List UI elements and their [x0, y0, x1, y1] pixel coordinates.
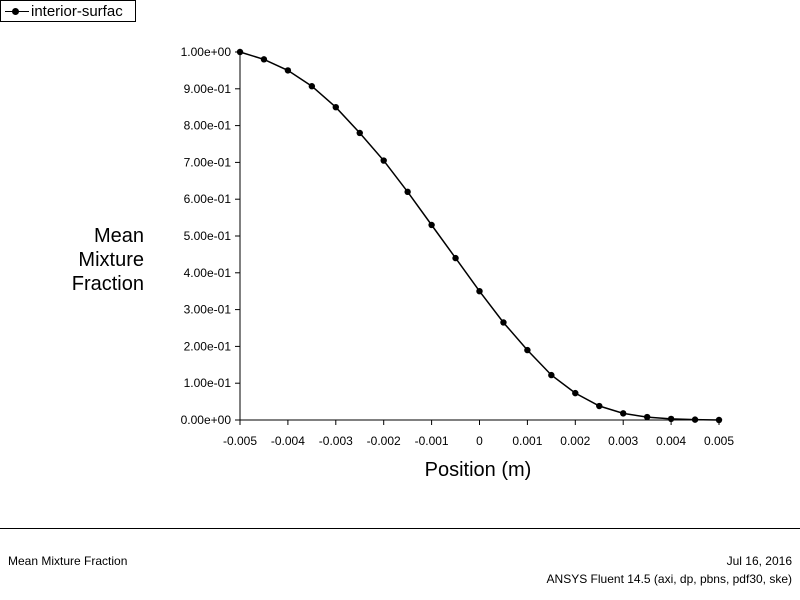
data-point — [548, 371, 555, 379]
data-point — [356, 129, 363, 137]
y-tick-label: 3.00e-01 — [184, 303, 232, 317]
y-tick-label: 0.00e+00 — [181, 413, 232, 427]
legend-marker-swatch — [12, 8, 19, 15]
data-point — [667, 415, 675, 423]
footer-panel: Mean Mixture Fraction Jul 16, 2016 ANSYS… — [0, 528, 800, 600]
x-tick-label: 0.004 — [656, 434, 686, 448]
data-point — [284, 67, 292, 74]
y-axis-label-line-2: Mixture — [78, 249, 144, 271]
x-ticks: -0.005 -0.004 -0.003 -0.002 -0.001 0 0.001 0.00… — [223, 420, 734, 448]
chart-axes — [239, 50, 719, 421]
x-tick-label: -0.002 — [367, 434, 401, 448]
y-ticks: 0.00e+00 1.00e-01 2.00e-01 3.00e-01 4.00e-01… — [181, 45, 240, 427]
x-tick-label: 0.001 — [512, 434, 542, 448]
y-tick-label: 7.00e-01 — [184, 155, 232, 169]
y-tick-label: 9.00e-01 — [184, 82, 232, 96]
y-axis-label-line-3: Fraction — [71, 273, 144, 295]
data-point — [332, 104, 339, 111]
data-point — [715, 416, 723, 424]
y-tick-label: 5.00e-01 — [184, 229, 232, 243]
data-point — [596, 402, 603, 410]
x-tick-label: -0.004 — [271, 434, 305, 448]
y-tick-label: 1.00e-01 — [184, 376, 232, 390]
data-point — [236, 48, 244, 56]
footer-app-info: ANSYS Fluent 14.5 (axi, dp, pbns, pdf30,… — [546, 572, 792, 586]
y-tick-label: 8.00e-01 — [184, 119, 232, 133]
data-point — [380, 157, 387, 164]
x-tick-label: -0.001 — [415, 434, 449, 448]
footer-title: Mean Mixture Fraction — [8, 554, 128, 568]
data-point — [308, 83, 316, 90]
x-tick-label: 0.002 — [560, 434, 590, 448]
y-axis-label: Mean Mixture Fraction — [40, 224, 144, 296]
y-tick-label: 2.00e-01 — [184, 339, 232, 353]
data-point — [476, 288, 483, 295]
footer-date: Jul 16, 2016 — [726, 554, 792, 568]
y-tick-label: 1.00e+00 — [181, 45, 232, 59]
chart-plot: 0.00e+00 1.00e-01 2.00e-01 3.00e-01 4.00e-01… — [181, 45, 735, 481]
data-point — [452, 254, 459, 262]
data-point — [620, 410, 627, 417]
x-tick-label: 0.003 — [608, 434, 638, 448]
series-line — [239, 51, 720, 421]
series-layer — [236, 48, 723, 424]
y-axis-label-line-1: Mean — [93, 225, 144, 247]
data-point — [572, 389, 579, 397]
x-tick-label: -0.005 — [223, 434, 257, 448]
data-point — [691, 416, 699, 423]
data-point — [428, 221, 435, 229]
data-point — [643, 413, 651, 421]
y-tick-label: 6.00e-01 — [184, 192, 232, 206]
data-point — [500, 319, 507, 326]
legend-label: interior-surfac — [31, 3, 123, 20]
y-tick-label: 4.00e-01 — [184, 266, 232, 280]
x-tick-label: -0.003 — [319, 434, 353, 448]
x-axis-label: Position (m) — [425, 459, 532, 481]
legend: interior-surfac — [0, 0, 136, 22]
data-point — [524, 346, 531, 354]
data-point — [260, 56, 268, 63]
data-point — [404, 188, 411, 196]
x-tick-label: 0 — [476, 434, 483, 448]
x-tick-label: 0.005 — [704, 434, 734, 448]
